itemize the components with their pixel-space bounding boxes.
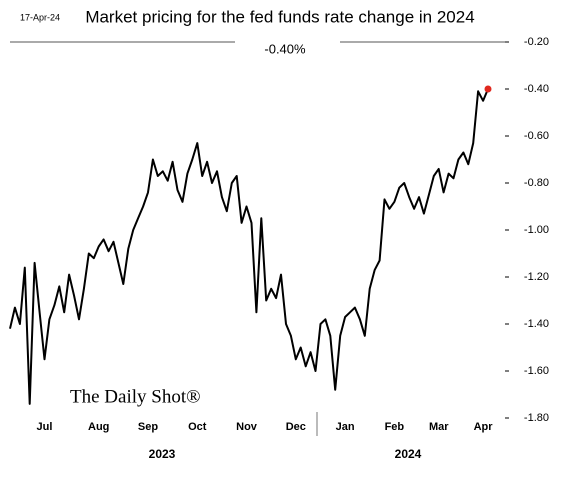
date-stamp: 17-Apr-24 [20, 12, 60, 22]
y-tick-label: -0.20 [524, 36, 549, 48]
x-tick-label: Oct [188, 421, 207, 433]
x-tick-label: Nov [236, 421, 258, 433]
x-tick-label: Jan [336, 421, 355, 433]
last-point [484, 85, 492, 93]
last-value-label: -0.40% [264, 41, 306, 56]
x-tick-label: Feb [385, 421, 405, 433]
year-label: 2023 [149, 447, 176, 461]
x-tick-label: Aug [88, 421, 109, 433]
x-tick-label: Jul [37, 421, 53, 433]
x-tick-label: Mar [429, 421, 449, 433]
y-tick-label: -1.40 [524, 318, 549, 330]
watermark: The Daily Shot® [70, 386, 201, 407]
line [9, 88, 489, 405]
x-tick-label: Apr [474, 421, 494, 433]
y-tick-label: -1.20 [524, 271, 549, 283]
y-tick-label: -0.60 [524, 130, 549, 142]
chart-title: Market pricing for the fed funds rate ch… [85, 7, 474, 26]
x-tick-label: Dec [286, 421, 306, 433]
y-tick-label: -0.40 [524, 83, 549, 95]
y-tick-label: -1.60 [524, 365, 549, 377]
y-tick-label: -0.80 [524, 177, 549, 189]
x-tick-label: Sep [138, 421, 158, 433]
y-tick-label: -1.00 [524, 224, 549, 236]
year-label: 2024 [395, 447, 422, 461]
y-tick-label: -1.80 [524, 412, 549, 424]
